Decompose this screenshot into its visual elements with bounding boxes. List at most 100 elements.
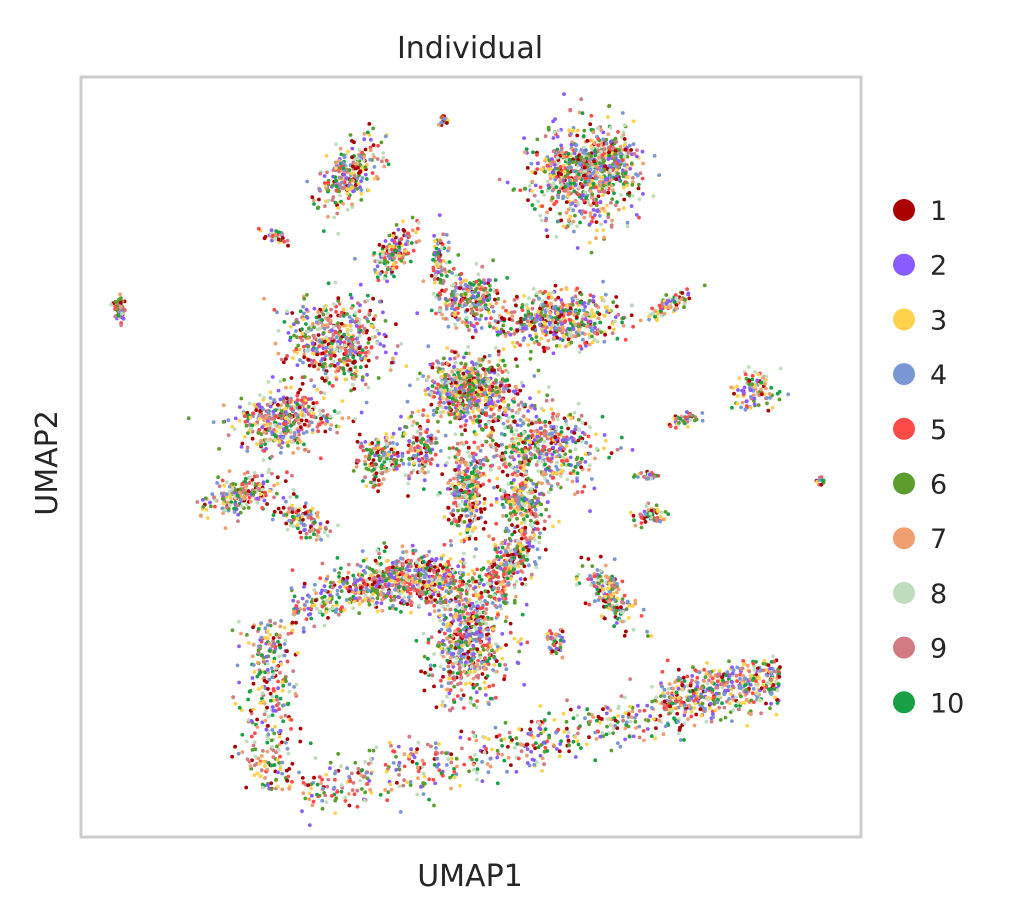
- scatter-point: [556, 195, 561, 200]
- scatter-point: [292, 430, 297, 435]
- scatter-point: [534, 414, 539, 419]
- scatter-point: [564, 211, 569, 215]
- scatter-point: [641, 161, 645, 166]
- scatter-point: [360, 375, 365, 380]
- scatter-point: [317, 314, 322, 319]
- scatter-point: [542, 313, 547, 318]
- scatter-points: [109, 92, 826, 827]
- scatter-point: [391, 266, 396, 271]
- scatter-point: [357, 171, 361, 175]
- scatter-point: [643, 512, 648, 517]
- scatter-point: [284, 499, 288, 504]
- scatter-point: [480, 408, 484, 413]
- scatter-point: [256, 431, 261, 435]
- scatter-point: [273, 414, 278, 419]
- scatter-point: [558, 446, 562, 451]
- scatter-point: [397, 254, 402, 258]
- scatter-point: [547, 432, 552, 436]
- scatter-point: [499, 380, 504, 384]
- scatter-point: [559, 425, 564, 430]
- scatter-point: [350, 202, 354, 207]
- scatter-point: [552, 336, 556, 340]
- scatter-point: [363, 147, 368, 152]
- scatter-point: [468, 503, 472, 507]
- scatter-point: [552, 163, 557, 167]
- scatter-point: [489, 503, 494, 507]
- scatter-point: [560, 469, 564, 474]
- scatter-point: [474, 505, 478, 510]
- scatter-point: [639, 525, 644, 530]
- scatter-point: [360, 176, 365, 181]
- scatter-point: [325, 520, 330, 524]
- scatter-point: [547, 448, 552, 452]
- scatter-point: [329, 318, 333, 323]
- scatter-point: [333, 175, 338, 180]
- scatter-point: [372, 155, 376, 160]
- scatter-point: [332, 409, 337, 413]
- scatter-point: [573, 294, 578, 299]
- scatter-point: [475, 321, 479, 326]
- scatter-point: [261, 480, 266, 485]
- scatter-point: [467, 385, 472, 389]
- scatter-point: [595, 331, 600, 336]
- scatter-point: [549, 326, 553, 331]
- scatter-point: [574, 577, 579, 581]
- scatter-point: [538, 289, 543, 294]
- scatter-point: [531, 287, 536, 291]
- scatter-point: [281, 505, 286, 510]
- scatter-point: [334, 188, 339, 193]
- scatter-point: [284, 385, 288, 390]
- scatter-point: [448, 420, 453, 425]
- scatter-point: [549, 295, 554, 300]
- scatter-point: [542, 193, 546, 197]
- scatter-point: [386, 254, 391, 258]
- scatter-point: [575, 471, 580, 476]
- scatter-point: [364, 400, 369, 405]
- scatter-point: [580, 564, 585, 568]
- scatter-point: [448, 478, 453, 483]
- scatter-point: [482, 297, 486, 302]
- scatter-point: [572, 431, 577, 435]
- scatter-point: [437, 403, 442, 408]
- scatter-point: [533, 455, 538, 460]
- scatter-point: [628, 166, 632, 171]
- scatter-point: [604, 186, 609, 190]
- scatter-point: [496, 297, 501, 301]
- scatter-point: [336, 206, 341, 210]
- scatter-point: [610, 583, 614, 588]
- scatter-point: [515, 364, 520, 369]
- scatter-point: [483, 305, 488, 310]
- scatter-point: [261, 458, 266, 463]
- scatter-point: [620, 320, 624, 325]
- scatter-point: [479, 427, 484, 431]
- scatter-point: [465, 406, 470, 411]
- scatter-point: [454, 273, 459, 278]
- scatter-point: [233, 506, 238, 511]
- scatter-point: [608, 168, 613, 173]
- scatter-point: [494, 385, 498, 390]
- scatter-point: [482, 507, 487, 511]
- scatter-point: [366, 293, 370, 298]
- scatter-point: [462, 388, 466, 393]
- scatter-point: [614, 304, 619, 309]
- scatter-point: [437, 297, 442, 301]
- scatter-point: [483, 281, 487, 286]
- scatter-point: [494, 378, 498, 383]
- scatter-point: [317, 197, 321, 202]
- scatter-point: [452, 493, 457, 498]
- scatter-point: [323, 204, 327, 209]
- scatter-point: [324, 153, 329, 158]
- scatter-point: [364, 177, 369, 181]
- scatter-point: [530, 403, 534, 408]
- scatter-point: [355, 156, 360, 161]
- scatter-point: [332, 353, 337, 358]
- scatter-point: [550, 160, 555, 164]
- scatter-point: [578, 220, 582, 225]
- scatter-point: [592, 574, 597, 579]
- scatter-point: [489, 316, 493, 321]
- scatter-point: [523, 313, 528, 318]
- scatter-point: [453, 350, 457, 355]
- scatter-point: [363, 382, 368, 387]
- scatter-point: [598, 320, 603, 325]
- scatter-point: [606, 190, 611, 195]
